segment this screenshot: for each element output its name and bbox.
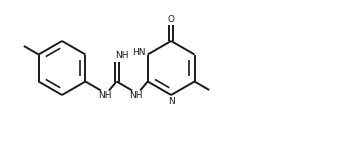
Text: NH: NH <box>98 91 112 100</box>
Text: O: O <box>168 15 175 24</box>
Text: NH: NH <box>115 51 128 60</box>
Text: HN: HN <box>132 48 145 57</box>
Text: N: N <box>168 96 174 106</box>
Text: NH: NH <box>130 91 143 100</box>
